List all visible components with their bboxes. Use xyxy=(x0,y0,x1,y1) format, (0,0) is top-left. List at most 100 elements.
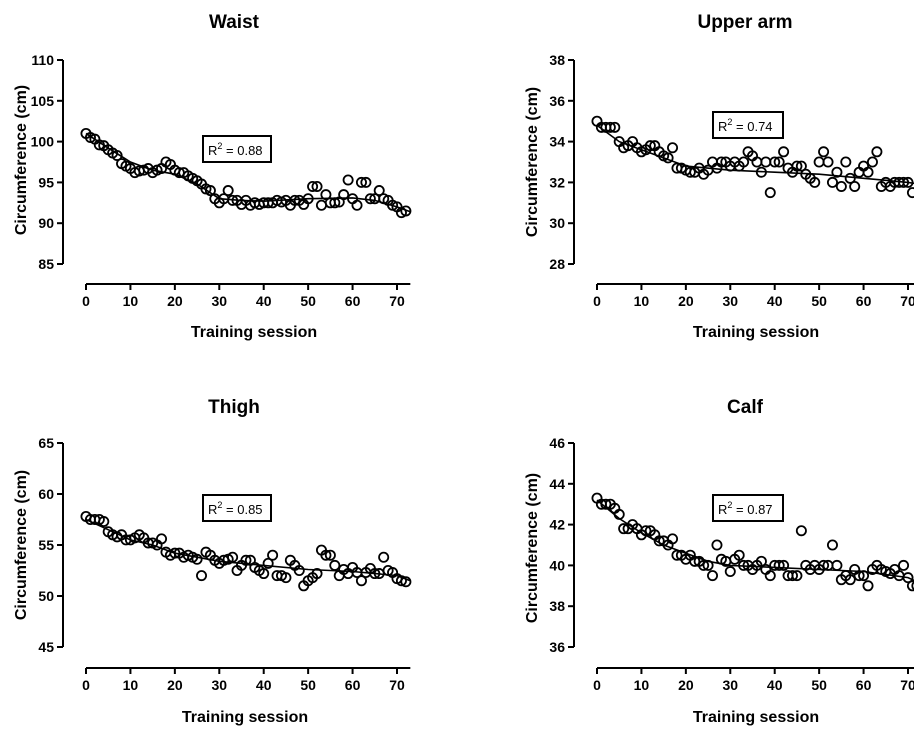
y-tick-label: 28 xyxy=(549,256,565,272)
data-point xyxy=(355,176,367,188)
data-point xyxy=(373,185,385,197)
data-point xyxy=(156,533,168,545)
data-point xyxy=(840,156,852,168)
x-tick-label: 50 xyxy=(300,677,316,693)
data-point xyxy=(338,189,350,201)
x-tick-label: 50 xyxy=(811,677,827,693)
x-tick-label: 40 xyxy=(256,293,272,309)
data-point xyxy=(795,525,807,537)
data-point xyxy=(764,570,776,582)
x-tick-label: 10 xyxy=(123,293,139,309)
x-tick-label: 70 xyxy=(900,293,914,309)
r2-label: R2 = 0.85 xyxy=(208,500,263,517)
data-point xyxy=(835,180,847,192)
data-point xyxy=(715,156,727,168)
data-point xyxy=(764,187,776,199)
r2-box xyxy=(202,494,272,522)
data-point xyxy=(400,576,412,588)
data-point xyxy=(644,140,656,152)
y-tick-label: 55 xyxy=(38,537,54,553)
x-tick-label: 50 xyxy=(811,293,827,309)
x-tick-label: 40 xyxy=(256,677,272,693)
data-point xyxy=(293,565,305,577)
x-tick-label: 30 xyxy=(722,677,738,693)
data-point xyxy=(98,516,110,528)
data-point xyxy=(342,174,354,186)
y-axis-label: Circumference (cm) xyxy=(13,470,30,620)
x-tick-label: 0 xyxy=(593,677,601,693)
data-point xyxy=(822,156,834,168)
data-point xyxy=(778,559,790,571)
y-tick-label: 50 xyxy=(38,588,54,604)
x-tick-label: 60 xyxy=(345,677,361,693)
panel-waist: Waist Circumference (cm) Training sessio… xyxy=(13,12,412,341)
panel-upper-arm: Upper arm Circumference (cm) Training se… xyxy=(524,12,914,341)
y-tick-label: 60 xyxy=(38,486,54,502)
data-point xyxy=(906,187,914,199)
r2-label: R2 = 0.74 xyxy=(718,117,773,134)
x-tick-label: 0 xyxy=(593,293,601,309)
trend-line xyxy=(596,499,914,582)
y-axis-label: Circumference (cm) xyxy=(524,473,541,623)
data-point xyxy=(169,547,181,559)
data-point xyxy=(862,166,874,178)
data-point xyxy=(707,570,719,582)
data-point xyxy=(773,559,785,571)
r2-label: R2 = 0.87 xyxy=(718,500,773,517)
r2-box xyxy=(712,111,784,139)
panel-thigh: Thigh Circumference (cm) Training sessio… xyxy=(13,397,412,726)
r2-box xyxy=(712,494,784,522)
data-point xyxy=(351,199,363,211)
y-tick-label: 90 xyxy=(38,215,54,231)
data-point xyxy=(196,570,208,582)
data-point xyxy=(400,205,412,217)
r2-annotation: R2 = 0.74 xyxy=(712,111,784,139)
data-point xyxy=(906,580,914,592)
data-point xyxy=(329,559,341,571)
data-point xyxy=(826,539,838,551)
r2-box xyxy=(202,135,272,163)
x-tick-label: 30 xyxy=(211,677,227,693)
x-tick-label: 70 xyxy=(389,293,405,309)
data-point xyxy=(618,523,630,535)
y-tick-label: 95 xyxy=(38,174,54,190)
r2-annotation: R2 = 0.88 xyxy=(202,135,272,163)
x-tick-label: 40 xyxy=(767,293,783,309)
data-point xyxy=(898,559,910,571)
data-point xyxy=(778,146,790,158)
data-point xyxy=(395,575,407,587)
x-tick-label: 0 xyxy=(82,677,90,693)
data-point xyxy=(866,156,878,168)
data-point xyxy=(711,539,723,551)
data-point xyxy=(818,146,830,158)
x-tick-label: 60 xyxy=(856,293,872,309)
data-point xyxy=(311,568,323,580)
data-point xyxy=(320,189,332,201)
data-point xyxy=(791,570,803,582)
data-point xyxy=(831,559,843,571)
x-tick-label: 30 xyxy=(722,293,738,309)
y-tick-label: 30 xyxy=(549,215,565,231)
data-point xyxy=(871,146,883,158)
x-tick-label: 20 xyxy=(678,293,694,309)
data-point xyxy=(698,559,710,571)
chart-title: Upper arm xyxy=(697,12,792,33)
chart-title: Waist xyxy=(209,12,260,33)
data-point xyxy=(831,166,843,178)
data-point xyxy=(849,180,861,192)
y-axis-label: Circumference (cm) xyxy=(524,87,541,237)
y-tick-label: 36 xyxy=(549,639,565,655)
x-tick-label: 70 xyxy=(389,677,405,693)
x-tick-label: 30 xyxy=(211,293,227,309)
data-point xyxy=(355,575,367,587)
data-point xyxy=(311,180,323,192)
trend-line xyxy=(596,124,914,185)
x-tick-label: 0 xyxy=(82,293,90,309)
y-tick-label: 32 xyxy=(549,174,565,190)
x-tick-label: 10 xyxy=(634,293,650,309)
y-tick-label: 36 xyxy=(549,93,565,109)
x-tick-label: 20 xyxy=(167,293,183,309)
data-point xyxy=(755,555,767,567)
y-axis-label: Circumference (cm) xyxy=(13,85,30,235)
data-point xyxy=(809,176,821,188)
